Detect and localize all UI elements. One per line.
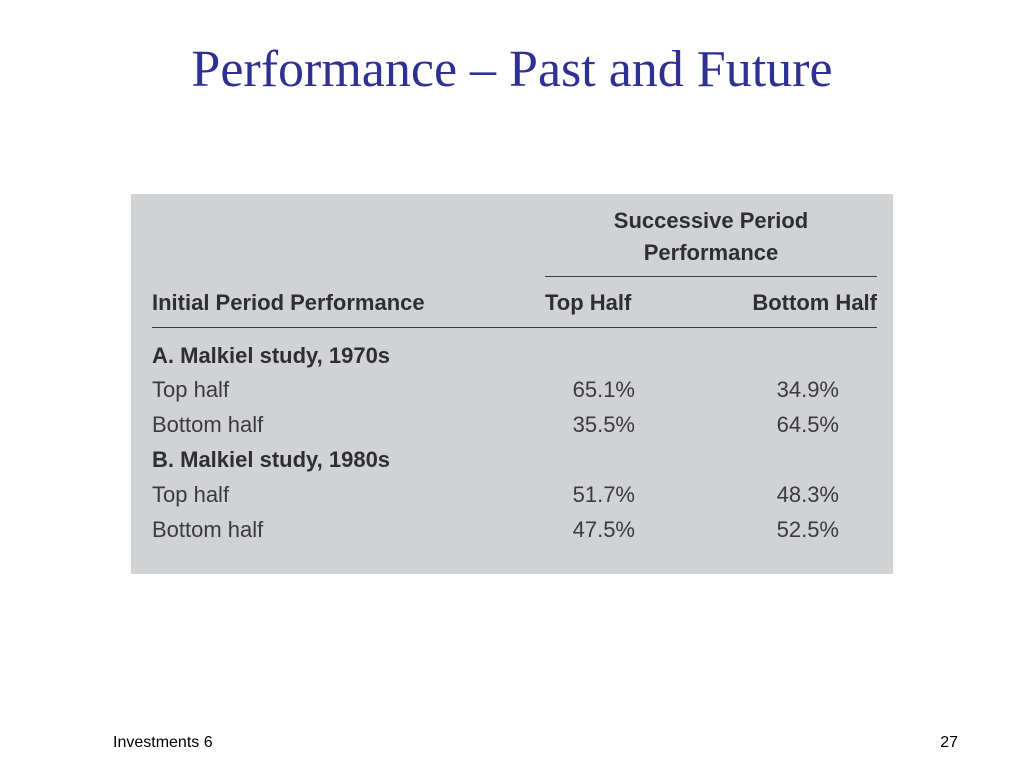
group-header-rule [545,276,877,277]
column-header-rule [152,327,877,328]
page-number: 27 [940,734,958,751]
column-header-top-half: Top Half [545,290,632,315]
cell-bottom-half: 52.5% [776,517,839,542]
cell-top-half: 35.5% [572,412,635,437]
footer-course-label: Investments 6 [113,734,213,751]
performance-table: Successive Period Performance Initial Pe… [131,194,893,574]
slide-title: Performance – Past and Future [191,41,833,98]
cell-top-half: 47.5% [572,517,635,542]
row-label: Bottom half [152,517,264,542]
row-label: Bottom half [152,412,264,437]
column-header-initial: Initial Period Performance [152,290,425,315]
row-label: Top half [152,377,230,402]
group-header-line1: Successive Period [613,208,809,233]
cell-bottom-half: 34.9% [776,377,839,402]
cell-bottom-half: 48.3% [776,482,839,507]
cell-top-half: 65.1% [572,377,635,402]
group-header-line2: Performance [643,240,779,265]
section-heading: A. Malkiel study, 1970s [152,343,391,368]
section-heading: B. Malkiel study, 1980s [152,447,391,472]
cell-top-half: 51.7% [572,482,635,507]
row-label: Top half [152,482,230,507]
column-header-bottom-half: Bottom Half [752,290,877,315]
cell-bottom-half: 64.5% [776,412,839,437]
